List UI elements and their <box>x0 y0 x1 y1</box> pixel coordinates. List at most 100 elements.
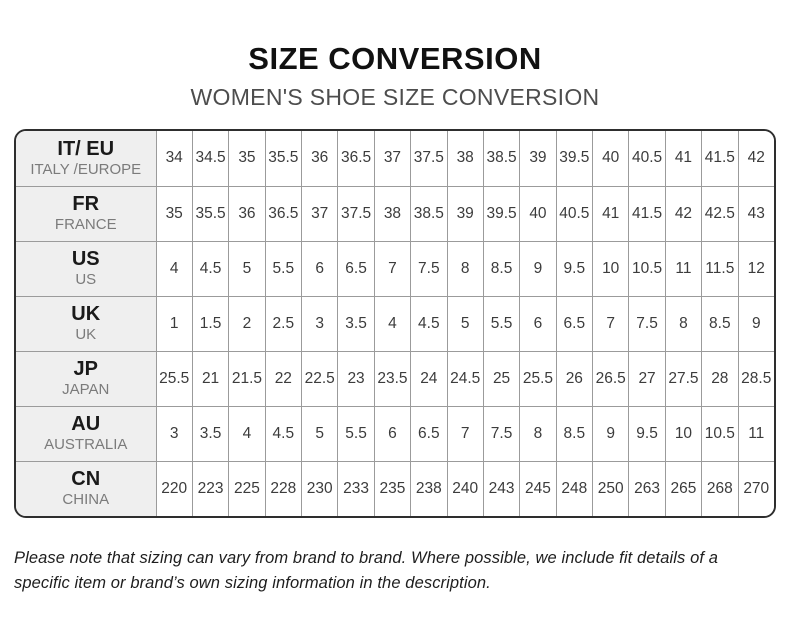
size-cell: 268 <box>701 461 739 517</box>
size-cell: 3.5 <box>192 406 230 462</box>
size-cell: 5 <box>228 241 266 297</box>
size-cell: 41.5 <box>701 131 739 187</box>
size-cell: 5 <box>301 406 339 462</box>
size-cell: 225 <box>228 461 266 517</box>
size-cell: 8.5 <box>701 296 739 352</box>
sizing-footnote: Please note that sizing can vary from br… <box>14 549 718 592</box>
table-row: FR FRANCE 35 35.5 36 36.5 37 37.5 38 38.5 39 39.5 40… <box>16 186 774 242</box>
size-cell: 5.5 <box>265 241 303 297</box>
size-cell: 1.5 <box>192 296 230 352</box>
size-cell: 38 <box>374 186 412 242</box>
size-cell: 7 <box>592 296 630 352</box>
size-cell: 4 <box>156 241 193 297</box>
size-cell: 25.5 <box>156 351 193 407</box>
size-cell: 37 <box>374 131 412 187</box>
page-title: SIZE CONVERSION <box>248 41 542 76</box>
size-cell: 2 <box>228 296 266 352</box>
size-cell: 9.5 <box>628 406 666 462</box>
size-cell: 5.5 <box>483 296 521 352</box>
size-cell: 38 <box>447 131 484 187</box>
size-cell: 265 <box>665 461 703 517</box>
size-cell: 6 <box>519 296 557 352</box>
size-cell: 1 <box>156 296 193 352</box>
size-table-body: IT/ EU ITALY /EUROPE 34 34.5 35 35.5 36 36.5 37 3… <box>16 131 774 517</box>
size-cell: 39.5 <box>483 186 521 242</box>
size-cell: 270 <box>738 461 774 517</box>
row-header: AU AUSTRALIA <box>16 406 157 462</box>
size-cell: 37.5 <box>410 131 448 187</box>
size-cell: 42.5 <box>701 186 739 242</box>
size-cell: 21 <box>192 351 230 407</box>
row-header-name: US <box>75 271 97 289</box>
size-cell: 40.5 <box>556 186 594 242</box>
size-cell: 5 <box>447 296 484 352</box>
row-header-name: AUSTRALIA <box>44 436 128 454</box>
size-cell: 11.5 <box>701 241 739 297</box>
size-cell: 39 <box>447 186 484 242</box>
size-cell: 3.5 <box>337 296 375 352</box>
size-cell: 10 <box>665 406 703 462</box>
size-cell: 9.5 <box>556 241 594 297</box>
size-cell: 6.5 <box>556 296 594 352</box>
table-row: UK UK 1 1.5 2 2.5 3 3.5 4 4.5 5 5.5 6 6.5 7 7.5 8 8.5 9 <box>16 296 774 352</box>
size-cell: 36 <box>228 186 266 242</box>
table-row: AU AUSTRALIA 3 3.5 4 4.5 5 5.5 6 6.5 7 7.5 8 8.5 9 9.5 1… <box>16 406 774 462</box>
row-header-code: JP <box>73 358 98 381</box>
size-cell: 28.5 <box>738 351 774 407</box>
size-cell: 10.5 <box>701 406 739 462</box>
size-cell: 223 <box>192 461 230 517</box>
size-cell: 233 <box>337 461 375 517</box>
table-row: IT/ EU ITALY /EUROPE 34 34.5 35 35.5 36 36.5 37 3… <box>16 131 774 187</box>
size-cell: 37 <box>301 186 339 242</box>
size-cell: 40.5 <box>628 131 666 187</box>
size-cell: 41.5 <box>628 186 666 242</box>
size-cell: 34.5 <box>192 131 230 187</box>
size-cell: 23.5 <box>374 351 412 407</box>
size-conversion-table: IT/ EU ITALY /EUROPE 34 34.5 35 35.5 36 36.5 37 3… <box>16 131 774 517</box>
size-cell: 34 <box>156 131 193 187</box>
size-cell: 28 <box>701 351 739 407</box>
size-cell: 8.5 <box>556 406 594 462</box>
size-cell: 38.5 <box>410 186 448 242</box>
size-cell: 6.5 <box>337 241 375 297</box>
size-cell: 9 <box>519 241 557 297</box>
size-cell: 243 <box>483 461 521 517</box>
row-header-code: US <box>71 248 100 271</box>
size-cell: 4.5 <box>265 406 303 462</box>
size-cell: 39.5 <box>556 131 594 187</box>
size-cell: 3 <box>301 296 339 352</box>
size-cell: 8.5 <box>483 241 521 297</box>
size-cell: 40 <box>519 186 557 242</box>
size-cell: 7 <box>447 406 484 462</box>
size-cell: 9 <box>592 406 630 462</box>
row-header-name: CHINA <box>62 491 110 509</box>
row-header-name: JAPAN <box>62 381 110 399</box>
size-cell: 11 <box>738 406 774 462</box>
size-conversion-table-wrapper: IT/ EU ITALY /EUROPE 34 34.5 35 35.5 36 36.5 37 3… <box>14 129 776 519</box>
size-cell: 41 <box>592 186 630 242</box>
size-cell: 2.5 <box>265 296 303 352</box>
table-row: JP JAPAN 25.5 21 21.5 22 22.5 23 23.5 24 24.5 25 25.… <box>16 351 774 407</box>
row-header-name: ITALY /EUROPE <box>30 160 142 178</box>
size-cell: 43 <box>738 186 774 242</box>
size-cell: 36.5 <box>265 186 303 242</box>
size-cell: 7 <box>374 241 412 297</box>
row-header: IT/ EU ITALY /EUROPE <box>16 131 157 187</box>
size-cell: 42 <box>738 131 774 187</box>
size-cell: 220 <box>156 461 193 517</box>
size-cell: 35.5 <box>265 131 303 187</box>
size-cell: 27 <box>628 351 666 407</box>
size-cell: 21.5 <box>228 351 266 407</box>
size-cell: 12 <box>738 241 774 297</box>
row-header: JP JAPAN <box>16 351 157 407</box>
table-row: CN CHINA 220 223 225 228 230 233 235 238 240 243 245… <box>16 461 774 517</box>
row-header: FR FRANCE <box>16 186 157 242</box>
size-cell: 36.5 <box>337 131 375 187</box>
row-header-code: CN <box>71 468 101 491</box>
row-header-name: UK <box>75 326 97 344</box>
size-cell: 240 <box>447 461 484 517</box>
size-cell: 4 <box>228 406 266 462</box>
size-cell: 11 <box>665 241 703 297</box>
size-cell: 8 <box>665 296 703 352</box>
